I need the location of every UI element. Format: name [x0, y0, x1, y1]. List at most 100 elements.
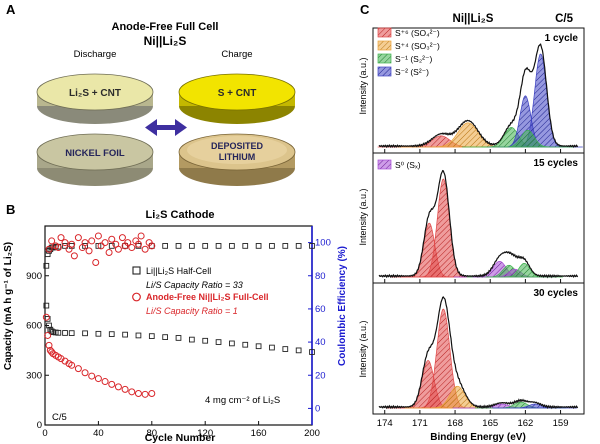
full-cell-efficiency-point [114, 245, 122, 253]
half-cell-efficiency-point [229, 243, 235, 249]
half-cell-capacity-point [43, 302, 50, 309]
y-right-tick-label: 80 [315, 271, 326, 282]
half-cell-efficiency-point [269, 243, 275, 249]
chart-b-title: Li₂S Cathode [145, 209, 214, 221]
panel-a: A Anode-Free Full Cell Ni||Li₂S Discharg… [6, 2, 296, 186]
full-cell-capacity-point [74, 365, 82, 373]
xps-peak-S6 [397, 308, 490, 409]
disc-s-cnt: S + CNT [178, 73, 296, 124]
full-cell-efficiency-point [70, 252, 78, 260]
legend-half-cell: Li||Li₂S Half-Cell [146, 266, 211, 276]
disc-li2s-label: Li₂S + CNT [69, 88, 121, 99]
full-cell-capacity-point [68, 361, 76, 369]
full-cell-efficiency-point [108, 235, 116, 243]
x-tick-label: 120 [197, 428, 213, 439]
full-cell-capacity-point [148, 389, 156, 397]
xps-legend-label: S⁻² (S²⁻) [395, 67, 429, 77]
xps-cycle-label: 15 cycles [534, 158, 579, 169]
full-cell-efficiency-point [105, 249, 113, 257]
full-cell-efficiency-point [81, 239, 89, 247]
xps-y-label-3: Intensity (a.u.) [358, 320, 368, 377]
x-tick-label: 80 [147, 428, 158, 439]
disc-deposited-lithium: DEPOSITED LITHIUM [178, 133, 296, 186]
xps-legend-swatch [377, 40, 392, 51]
xps-legend-swatch [377, 159, 392, 170]
rate-annotation: C/5 [52, 412, 67, 423]
legend-square-marker [132, 266, 141, 275]
xps-plots: 1 cycle 15 cycles 30 cycles 174 171 168 165 162… [372, 27, 585, 429]
half-cell-capacity-point [55, 329, 62, 336]
disc-s-label: S + CNT [218, 88, 257, 99]
panel-label-b: B [6, 202, 15, 217]
y-right-tick-label: 20 [315, 370, 326, 381]
full-cell-efficiency-point [137, 232, 145, 240]
y-right-tick-label: 100 [315, 238, 331, 249]
x-tick-label: 200 [304, 428, 320, 439]
disc-lithium-label-2: LITHIUM [219, 152, 256, 162]
half-cell-capacity-point [242, 341, 249, 348]
x-tick-label: 40 [93, 428, 104, 439]
x-axis-label: Cycle Number [145, 432, 216, 444]
half-cell-capacity-point [148, 333, 155, 339]
half-cell-efficiency-point [309, 243, 315, 249]
xps-peak-S1 [482, 129, 574, 148]
half-cell-efficiency-point [202, 243, 209, 249]
full-cell-capacity-point [128, 388, 136, 396]
half-cell-capacity-point [68, 330, 75, 336]
half-cell-capacity-point [188, 336, 195, 343]
full-cell-efficiency-point [61, 239, 69, 247]
half-cell-capacity-point [175, 335, 182, 341]
xps-title: Ni||Li₂S [453, 13, 494, 25]
half-cell-efficiency-point [43, 262, 50, 269]
half-cell-capacity-point [82, 330, 88, 337]
y-right-tick-label: 40 [315, 337, 326, 348]
full-cell-efficiency-point [101, 239, 109, 247]
xps-x-tick-label: 174 [377, 418, 393, 429]
y-axis-right-label: Coulombic Efficiency (%) [337, 246, 348, 366]
y-left-tick-label: 900 [26, 271, 42, 282]
panel-b: B Li₂S Cathode 0 40 80 120 160 20003006009000… [3, 202, 348, 444]
half-cell-capacity-point [108, 331, 115, 337]
half-cell-capacity-point [95, 330, 102, 337]
full-cell-efficiency-point [94, 232, 102, 240]
xps-cycle-label: 1 cycle [545, 33, 579, 44]
disc-li2s-cnt: Li₂S + CNT [36, 73, 154, 124]
full-cell-capacity-point [114, 383, 122, 391]
xps-y-label-2: Intensity (a.u.) [358, 188, 368, 245]
half-cell-capacity-point [135, 332, 142, 339]
full-cell-efficiency-point [148, 242, 156, 250]
full-cell-capacity-point [121, 385, 129, 393]
half-cell-capacity-point [202, 337, 209, 344]
full-cell-efficiency-point [124, 239, 132, 247]
discharge-label: Discharge [74, 49, 117, 60]
xps-legend-label: S⁺⁴ (SO₃²⁻) [395, 41, 440, 51]
half-cell-efficiency-point [255, 243, 262, 249]
y-left-tick-label: 300 [26, 370, 42, 381]
half-cell-capacity-point [255, 343, 262, 350]
full-cell-efficiency-point [68, 240, 76, 248]
xps-x-tick-label: 162 [517, 418, 533, 429]
half-cell-capacity-point [215, 339, 222, 345]
xps-envelope [378, 296, 579, 410]
xps-cycle-label: 30 cycles [534, 288, 579, 299]
disc-nickel-foil: NICKEL FOIL [36, 133, 154, 186]
x-tick-label: 160 [251, 428, 267, 439]
xps-rate: C/5 [555, 13, 574, 25]
half-cell-capacity-point [48, 328, 55, 335]
half-cell-efficiency-point [242, 243, 249, 249]
schematic-title: Anode-Free Full Cell [112, 21, 219, 33]
xps-envelope [378, 43, 579, 149]
full-cell-capacity-point [101, 378, 109, 386]
legend-circle-marker [132, 292, 141, 302]
xps-x-axis-label: Binding Energy (eV) [430, 432, 526, 443]
xps-y-label-1: Intensity (a.u.) [358, 57, 368, 114]
cycling-plot: 0 40 80 120 160 200 0 300 600 900 0 20 40 60 80 100 [26, 225, 331, 439]
xps-frame [372, 152, 585, 284]
disc-nickel-label: NICKEL FOIL [65, 148, 125, 159]
full-cell-capacity-point [108, 380, 116, 388]
schematic-subtitle: Ni||Li₂S [144, 34, 187, 48]
xps-peak-S2 [492, 403, 577, 409]
panel-label-c: C [360, 2, 370, 17]
xps-legend-label: S⁻¹ (S₂²⁻) [395, 54, 432, 64]
